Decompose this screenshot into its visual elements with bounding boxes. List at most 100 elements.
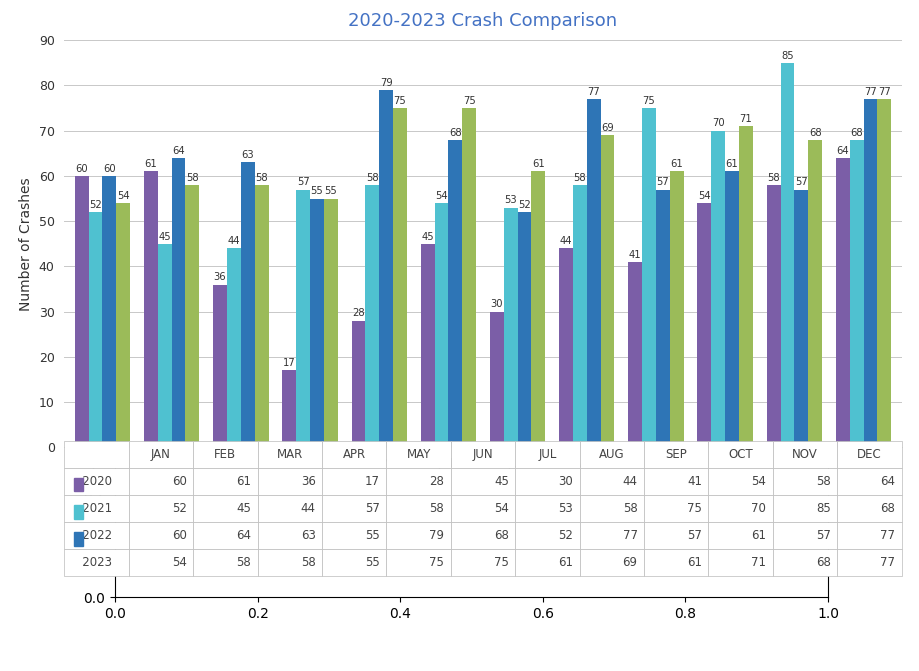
Text: 77: 77: [877, 87, 890, 97]
Bar: [143, 172, 158, 448]
Text: 77: 77: [586, 87, 599, 97]
Bar: [158, 244, 172, 448]
Text: 63: 63: [241, 150, 254, 160]
Bar: [241, 162, 255, 448]
Bar: [448, 140, 461, 448]
Bar: [227, 248, 241, 448]
Text: 58: 58: [573, 172, 585, 183]
Bar: [628, 262, 641, 448]
Text: 52: 52: [89, 200, 102, 210]
Text: 54: 54: [435, 191, 448, 201]
Bar: [738, 126, 752, 448]
Text: 55: 55: [324, 187, 336, 197]
Text: 61: 61: [670, 159, 683, 169]
Text: 60: 60: [75, 164, 88, 174]
Bar: [296, 189, 310, 448]
Bar: [172, 158, 186, 448]
Bar: [323, 199, 337, 448]
Text: 52: 52: [517, 200, 530, 210]
Bar: [461, 108, 475, 448]
Text: 28: 28: [352, 309, 364, 319]
Bar: [213, 285, 227, 448]
Text: 58: 58: [766, 172, 779, 183]
Bar: [600, 136, 614, 448]
Bar: [186, 185, 199, 448]
Bar: [573, 185, 586, 448]
Text: 68: 68: [849, 127, 862, 138]
Text: 41: 41: [629, 250, 641, 260]
Text: 69: 69: [600, 123, 613, 133]
Bar: [74, 176, 88, 448]
Bar: [490, 312, 504, 448]
FancyBboxPatch shape: [74, 532, 83, 546]
Text: 85: 85: [780, 50, 793, 60]
Text: 54: 54: [117, 191, 130, 201]
Text: 44: 44: [559, 236, 572, 246]
Bar: [766, 185, 779, 448]
Bar: [351, 321, 365, 448]
Text: 53: 53: [504, 195, 516, 205]
Bar: [255, 185, 268, 448]
Text: 58: 58: [186, 172, 199, 183]
Bar: [793, 189, 807, 448]
FancyBboxPatch shape: [74, 505, 83, 519]
Text: 64: 64: [835, 146, 848, 156]
Bar: [102, 176, 116, 448]
Text: 75: 75: [393, 96, 406, 106]
Text: 64: 64: [172, 146, 185, 156]
Bar: [434, 203, 448, 448]
FancyBboxPatch shape: [74, 478, 83, 491]
Bar: [849, 140, 863, 448]
Text: 70: 70: [711, 119, 724, 128]
Text: 60: 60: [103, 164, 116, 174]
Bar: [807, 140, 822, 448]
Bar: [365, 185, 379, 448]
Text: 77: 77: [863, 87, 876, 97]
Bar: [835, 158, 849, 448]
Bar: [641, 108, 655, 448]
FancyBboxPatch shape: [74, 560, 83, 573]
Bar: [282, 370, 296, 448]
Bar: [88, 212, 102, 448]
Text: 30: 30: [490, 299, 503, 309]
Y-axis label: Number of Crashes: Number of Crashes: [19, 177, 33, 311]
Text: 45: 45: [158, 231, 171, 242]
Bar: [724, 172, 738, 448]
Bar: [116, 203, 130, 448]
Bar: [504, 207, 517, 448]
Title: 2020-2023 Crash Comparison: 2020-2023 Crash Comparison: [348, 12, 617, 30]
Text: 61: 61: [725, 159, 738, 169]
Bar: [655, 189, 669, 448]
Bar: [392, 108, 406, 448]
Text: 45: 45: [421, 231, 434, 242]
Text: 57: 57: [297, 177, 309, 187]
Bar: [710, 131, 724, 448]
Text: 55: 55: [311, 187, 323, 197]
Bar: [517, 212, 531, 448]
Text: 36: 36: [213, 272, 226, 282]
Bar: [877, 99, 891, 448]
Bar: [420, 244, 434, 448]
Text: 75: 75: [462, 96, 475, 106]
Bar: [379, 90, 392, 448]
Text: 79: 79: [380, 78, 392, 88]
Text: 71: 71: [739, 114, 752, 124]
Text: 54: 54: [698, 191, 710, 201]
Text: 61: 61: [531, 159, 544, 169]
Bar: [531, 172, 545, 448]
Bar: [863, 99, 877, 448]
Text: 61: 61: [144, 159, 157, 169]
Text: 68: 68: [448, 127, 461, 138]
Text: 57: 57: [656, 177, 668, 187]
Bar: [779, 63, 793, 448]
Text: 58: 58: [255, 172, 267, 183]
Text: 58: 58: [366, 172, 379, 183]
Text: 57: 57: [794, 177, 807, 187]
Bar: [669, 172, 683, 448]
Text: 44: 44: [227, 236, 240, 246]
Bar: [310, 199, 323, 448]
Text: 75: 75: [642, 96, 654, 106]
Bar: [586, 99, 600, 448]
Bar: [559, 248, 573, 448]
Text: 17: 17: [282, 358, 295, 368]
